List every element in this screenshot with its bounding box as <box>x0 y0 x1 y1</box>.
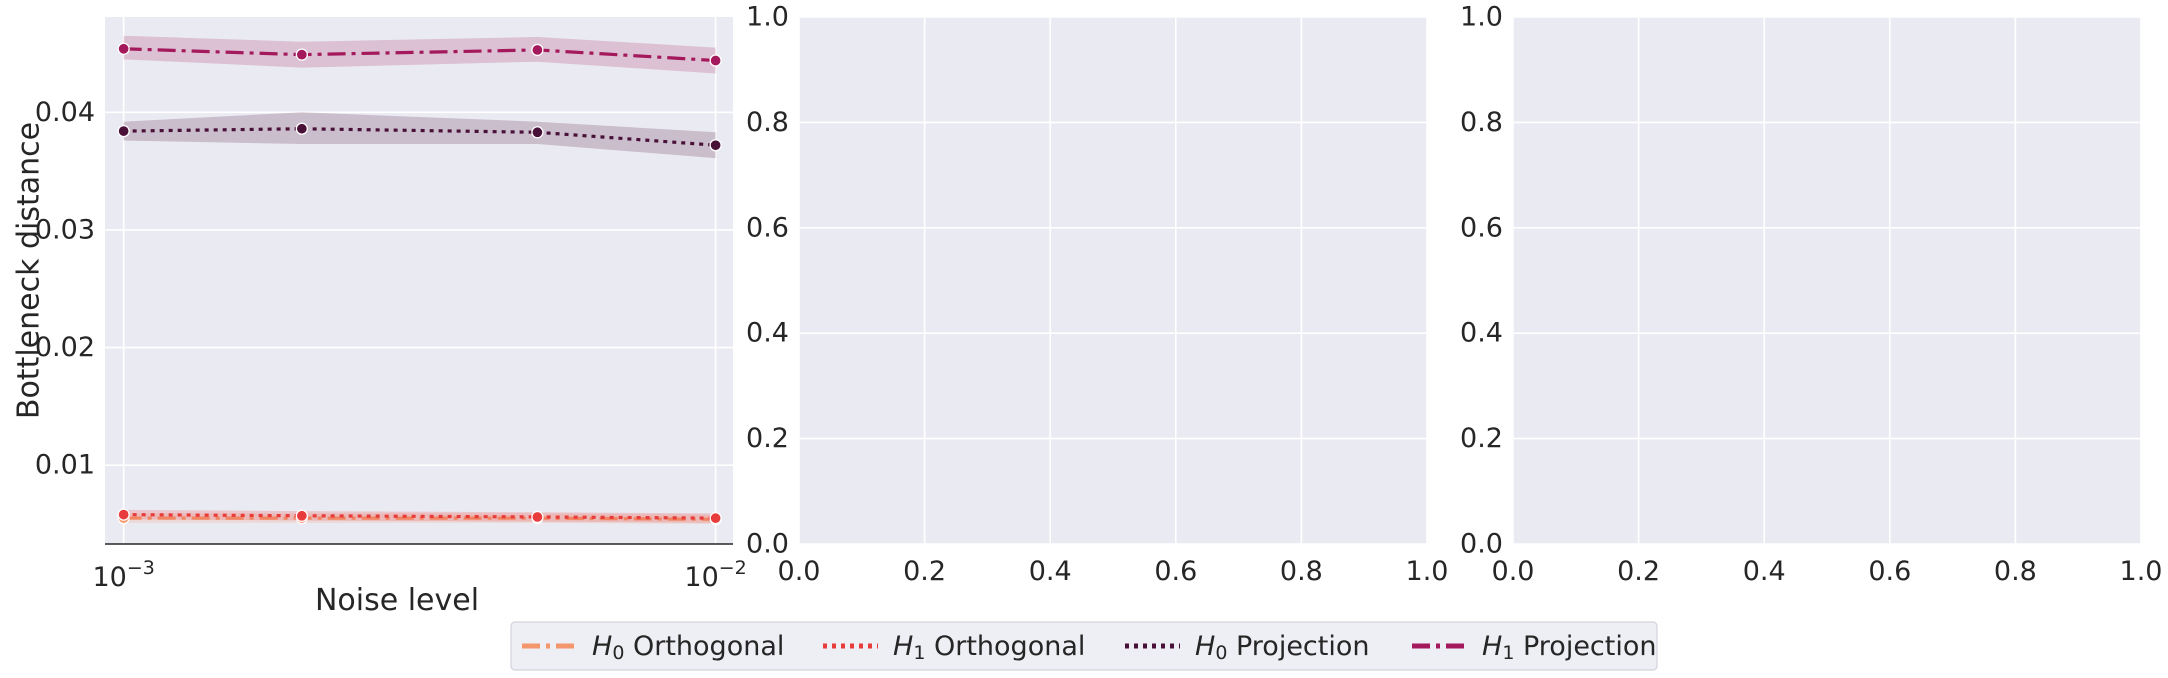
x-tick-label: 0.6 <box>1868 556 1911 587</box>
x-tick-label: 1.0 <box>1406 556 1449 587</box>
legend-item-3: H0 Projection <box>1125 631 1370 665</box>
panel-2-empty: 0.0 0.2 0.4 0.6 0.8 1.0 0.0 0.2 0.4 0.6 0.8 1.0 <box>746 2 1448 588</box>
data-point <box>531 43 544 57</box>
x-tick-label: 0.0 <box>778 556 821 587</box>
series-3 <box>117 112 722 159</box>
x-tick-label: 0.4 <box>1029 556 1072 587</box>
data-point <box>531 126 544 139</box>
legend-item-1: H0 Orthogonal <box>522 631 784 665</box>
y-tick-label: 0.8 <box>746 107 789 138</box>
y-tick-label: 1.0 <box>1460 2 1503 33</box>
y-tick-label: 0.02 <box>35 332 95 363</box>
y-tick-label: 0.01 <box>35 450 95 481</box>
y-tick-label: 1.0 <box>746 2 789 33</box>
x-tick-label: 0.2 <box>1617 556 1660 587</box>
y-tick-label: 0.6 <box>746 212 789 243</box>
legend-label: H0 Projection <box>1195 631 1370 665</box>
confidence-band <box>123 35 716 74</box>
data-point <box>709 139 722 152</box>
x-tick-label: 1.0 <box>2120 556 2163 587</box>
data-point <box>117 508 130 521</box>
x-tick-label: 0.8 <box>1994 556 2037 587</box>
y-tick-label: 0.6 <box>1460 212 1503 243</box>
data-point <box>709 54 722 67</box>
y-axis-label: Bottleneck distance <box>12 122 47 419</box>
y-tick-label: 0.4 <box>746 318 789 349</box>
x-axis-label: Noise level <box>315 583 479 618</box>
confidence-band <box>123 112 716 159</box>
x-tick-label: 0.4 <box>1743 556 1786 587</box>
series-4 <box>117 35 722 74</box>
data-point <box>117 42 130 55</box>
y-tick-label: 0.4 <box>1460 318 1503 349</box>
y-tick-label: 0.2 <box>1460 423 1503 454</box>
legend-label: H0 Orthogonal <box>592 631 784 665</box>
data-point <box>295 122 309 135</box>
plot-area <box>1513 17 2141 544</box>
y-tick-label: 0.8 <box>1460 107 1503 138</box>
legend: H0 Orthogonal H1 Orthogonal H0 Projection H… <box>510 621 1658 671</box>
y-tick-label: 0.2 <box>746 423 789 454</box>
x-tick-label: 0.6 <box>1154 556 1197 587</box>
y-tick-label: 0.04 <box>35 97 95 128</box>
data-point <box>295 48 309 61</box>
series-line <box>123 516 716 521</box>
plot-area <box>105 17 733 544</box>
series-2 <box>117 508 722 525</box>
confidence-band <box>123 509 716 523</box>
legend-label: H1 Orthogonal <box>893 631 1085 665</box>
x-tick-label: 0.8 <box>1280 556 1323 587</box>
data-point <box>295 509 309 522</box>
data-point <box>117 124 130 138</box>
y-tick-label: 0.0 <box>1460 529 1503 560</box>
panel-3-empty: 0.0 0.2 0.4 0.6 0.8 1.0 0.0 0.2 0.4 0.6 0.8 1.0 <box>1460 2 2162 588</box>
x-tick-label: 10−3 <box>92 557 154 593</box>
data-point <box>709 511 722 525</box>
y-tick-label: 0.03 <box>35 214 95 245</box>
legend-label: H1 Projection <box>1482 631 1657 665</box>
x-tick-label: 0.0 <box>1492 556 1535 587</box>
y-tick-label: 0.0 <box>746 529 789 560</box>
data-point <box>531 510 544 524</box>
plot-area <box>799 17 1427 544</box>
x-tick-label: 10−2 <box>684 557 746 593</box>
panel-1-noise-vs-bottleneck: 0.01 0.02 0.03 0.04 10−3 10−2 Noise level Bottl… <box>12 17 747 618</box>
x-tick-label: 0.2 <box>903 556 946 587</box>
legend-box <box>510 621 1658 671</box>
series-line <box>123 47 716 63</box>
legend-item-4: H1 Projection <box>1412 631 1657 665</box>
legend-item-2: H1 Orthogonal <box>823 631 1085 665</box>
